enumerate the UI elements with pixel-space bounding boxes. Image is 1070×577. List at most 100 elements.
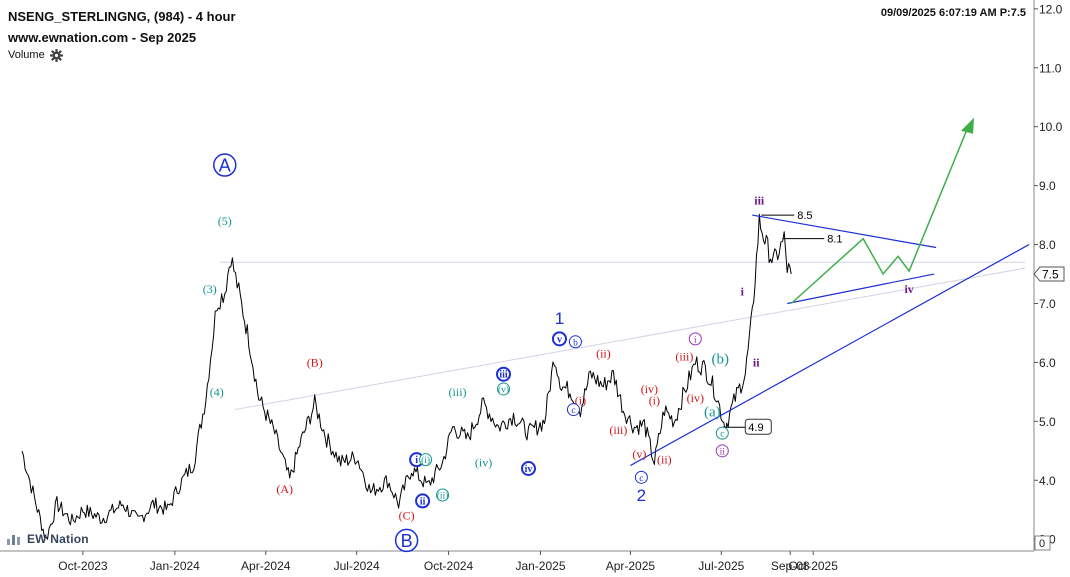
wave-label: (b) <box>712 351 730 367</box>
wave-label-text: (i) <box>575 394 586 408</box>
wave-label: (A) <box>276 482 293 496</box>
wave-label: iv <box>904 282 913 296</box>
wave-label-text: 2 <box>637 486 646 505</box>
wave-label-text: (iii) <box>449 385 467 399</box>
wave-label-text: (C) <box>399 509 415 523</box>
wave-label: ii <box>753 355 760 369</box>
wave-label: c <box>566 403 580 417</box>
wave-label-text: i <box>694 335 697 345</box>
y-tick-label: 6.0 <box>1039 356 1056 370</box>
wave-label-circle <box>715 426 729 440</box>
last-price-label: 7.5 <box>1042 268 1059 282</box>
trendline <box>752 214 937 249</box>
wave-label-text: (a) <box>704 405 721 421</box>
wave-label: (ii) <box>596 347 611 361</box>
timestamp-price: 09/09/2025 6:07:19 AM P:7.5 <box>880 7 1026 19</box>
zero-label-box <box>1034 535 1051 551</box>
y-tick-label: 7.0 <box>1039 297 1056 311</box>
logo-text: EW Nation <box>27 532 89 546</box>
wave-label: (iv) <box>687 391 704 405</box>
wave-label-text: (v) <box>632 447 646 461</box>
last-price-marker <box>1033 266 1065 282</box>
wave-label: (v) <box>632 447 646 461</box>
wave-label-circle <box>566 403 580 417</box>
x-tick-label: Oct-2025 <box>789 559 839 573</box>
wave-label-text: (iii) <box>675 350 693 364</box>
wave-label: iii <box>496 366 512 382</box>
wave-label: ii <box>715 444 729 458</box>
x-tick-label: Jul-2024 <box>334 559 380 573</box>
wave-label-text: (iii) <box>609 423 627 437</box>
price-level-label: 8.1 <box>827 234 842 246</box>
wave-label: v <box>551 331 567 347</box>
x-tick-label: Jan-2024 <box>150 559 200 573</box>
wave-label-text: (ii) <box>657 453 672 467</box>
y-tick-label: 12.0 <box>1039 2 1063 16</box>
wave-label: c <box>715 426 729 440</box>
wave-label: (i) <box>649 394 660 408</box>
x-tick-label: Oct-2024 <box>424 559 474 573</box>
wave-label: (C) <box>399 509 415 523</box>
wave-label: (iv) <box>475 456 492 470</box>
projection-arrowhead <box>961 117 975 134</box>
wave-label-text: i <box>415 455 418 466</box>
price-level-label: 4.9 <box>748 422 763 434</box>
wave-label-text: (3) <box>203 282 217 296</box>
wave-label: (iii) <box>675 350 693 364</box>
wave-label: b <box>568 335 582 349</box>
trendline <box>787 273 935 305</box>
wave-label-circle <box>496 366 512 382</box>
wave-label-text: ii <box>720 447 726 457</box>
wave-label-circle <box>213 153 237 177</box>
y-tick-label: 11.0 <box>1039 61 1062 75</box>
y-tick-label: 10.0 <box>1039 120 1063 134</box>
wave-label-text: 1 <box>555 309 564 328</box>
x-tick-label: Jul-2025 <box>698 559 744 573</box>
wave-label: 1 <box>555 309 564 328</box>
x-tick-label: Jan-2025 <box>515 559 565 573</box>
wave-label: (ii) <box>657 453 672 467</box>
wave-label: i <box>741 285 745 299</box>
wave-label: (i) <box>419 453 433 467</box>
wave-label-text: (ii) <box>437 491 449 502</box>
wave-label: iii <box>754 193 765 207</box>
wave-label-circle <box>715 444 729 458</box>
wave-label-circle <box>688 332 702 346</box>
projection-line <box>790 126 969 305</box>
y-tick-label: 4.0 <box>1039 474 1056 488</box>
wave-label: (a) <box>704 405 721 421</box>
y-tick-label: 8.0 <box>1039 238 1056 252</box>
volume-label: Volume <box>8 49 45 61</box>
wave-label: (v) <box>497 382 511 396</box>
x-tick-label: Sep-08 <box>771 559 810 573</box>
wave-label: (5) <box>218 214 232 228</box>
wave-label-text: (4) <box>210 385 224 399</box>
wave-label-text: c <box>639 474 643 484</box>
wave-label-text: B <box>401 531 413 551</box>
site-title: www.ewnation.com - Sep 2025 <box>8 30 197 45</box>
x-tick-label: Apr-2024 <box>241 559 291 573</box>
wave-label-circle <box>520 460 536 476</box>
wave-label: (3) <box>203 282 217 296</box>
wave-label-text: (iv) <box>475 456 492 470</box>
wave-label-circle <box>634 470 648 484</box>
wave-label-text: (ii) <box>596 347 611 361</box>
wave-label: ii <box>415 493 431 509</box>
gear-icon[interactable] <box>49 48 63 62</box>
wave-label: c <box>634 470 648 484</box>
x-tick-label: Oct-2023 <box>58 559 108 573</box>
wave-label: (ii) <box>436 488 450 502</box>
x-tick-label: Apr-2025 <box>606 559 656 573</box>
price-level-label: 8.5 <box>797 210 812 222</box>
chart-header: NSENG_STERLINGNG, (984) - 4 hour www.ewn… <box>8 6 236 62</box>
wave-label-text: (b) <box>712 351 730 367</box>
wave-label: i <box>688 332 702 346</box>
wave-label-text: A <box>219 156 231 176</box>
wave-label-text: iii <box>499 370 508 381</box>
y-tick-label: 9.0 <box>1039 179 1056 193</box>
wave-label: iv <box>520 460 536 476</box>
wave-label-circle <box>436 488 450 502</box>
wave-label-text: i <box>741 285 745 299</box>
wave-label: (i) <box>575 394 586 408</box>
